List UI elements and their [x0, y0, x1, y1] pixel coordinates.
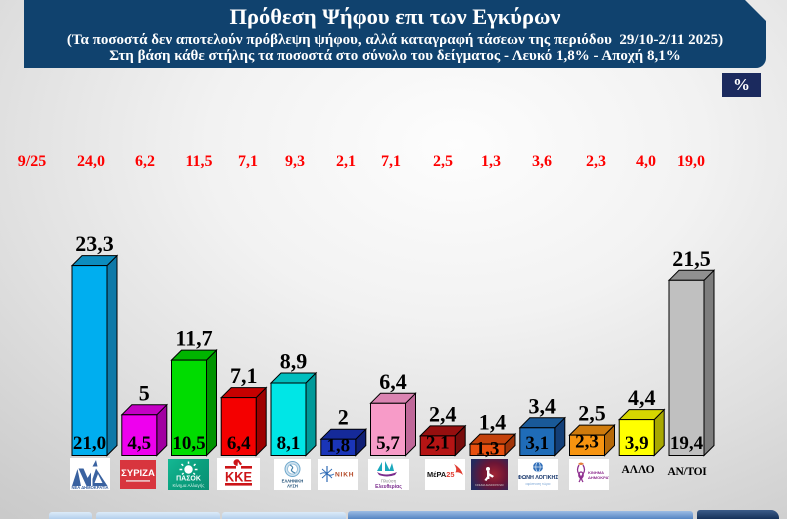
- svg-text:2,4: 2,4: [429, 401, 457, 426]
- svg-text:10,5: 10,5: [172, 433, 205, 454]
- svg-text:ΛΥΣΗ: ΛΥΣΗ: [287, 484, 298, 489]
- svg-text:3,1: 3,1: [525, 433, 549, 454]
- svg-text:6,4: 6,4: [227, 433, 251, 454]
- svg-text:4,4: 4,4: [628, 385, 656, 410]
- svg-text:Πλεύση: Πλεύση: [381, 478, 397, 484]
- svg-text:5,7: 5,7: [376, 433, 400, 454]
- svg-text:4,5: 4,5: [127, 433, 151, 454]
- svg-text:3,9: 3,9: [625, 433, 649, 454]
- svg-text:ΝΕΑ ΔΗΜΟΚΡΑΤΙΑ: ΝΕΑ ΔΗΜΟΚΡΑΤΙΑ: [72, 485, 110, 490]
- svg-text:2: 2: [338, 405, 349, 430]
- svg-text:ΝΙΚΗ: ΝΙΚΗ: [335, 472, 354, 479]
- svg-text:Κίνημα Αλλαγής: Κίνημα Αλλαγής: [173, 482, 206, 488]
- svg-text:ΕΛΛΗΝΙΚΗ: ΕΛΛΗΝΙΚΗ: [282, 479, 304, 484]
- svg-text:ΦΩΝΗ ΛΟΓΙΚΗΣ: ΦΩΝΗ ΛΟΓΙΚΗΣ: [518, 475, 558, 481]
- svg-text:21,0: 21,0: [73, 433, 106, 454]
- svg-text:11,7: 11,7: [175, 326, 212, 351]
- svg-text:KKE: KKE: [225, 469, 252, 485]
- svg-text:8,1: 8,1: [277, 433, 301, 454]
- svg-text:3,4: 3,4: [528, 393, 556, 418]
- svg-text:23,3: 23,3: [75, 231, 114, 256]
- svg-text:21,5: 21,5: [672, 246, 711, 271]
- svg-text:ΠΑΣΟΚ: ΠΑΣΟΚ: [176, 476, 201, 483]
- svg-text:1,3: 1,3: [476, 439, 500, 460]
- svg-text:19,4: 19,4: [670, 433, 704, 454]
- svg-text:αφύπνιση τώρα: αφύπνιση τώρα: [526, 482, 551, 486]
- svg-text:ΚΙΝΗΜΑ: ΚΙΝΗΜΑ: [588, 470, 604, 475]
- svg-text:2,5: 2,5: [578, 401, 606, 426]
- svg-text:1,8: 1,8: [326, 436, 350, 457]
- svg-text:Ελευθερίας: Ελευθερίας: [375, 484, 402, 490]
- svg-text:1,4: 1,4: [479, 410, 507, 435]
- svg-text:2,3: 2,3: [575, 432, 599, 453]
- svg-text:6,4: 6,4: [379, 369, 407, 394]
- svg-text:ΔΗΜΟΚΡΑΤΙΑΣ: ΔΗΜΟΚΡΑΤΙΑΣ: [588, 475, 609, 480]
- svg-text:ΜέΡΑ25: ΜέΡΑ25: [427, 470, 454, 479]
- svg-text:7,1: 7,1: [230, 363, 258, 388]
- svg-text:ΣΥΡΙΖΑ: ΣΥΡΙΖΑ: [121, 468, 155, 479]
- svg-text:ΚΙΝΗΜΑ ΔΗΜΟΚΡΑΤΙΑΣ: ΚΙΝΗΜΑ ΔΗΜΟΚΡΑΤΙΑΣ: [475, 483, 504, 487]
- svg-text:5: 5: [139, 380, 150, 405]
- svg-text:8,9: 8,9: [280, 349, 308, 374]
- svg-text:2,1: 2,1: [426, 432, 450, 453]
